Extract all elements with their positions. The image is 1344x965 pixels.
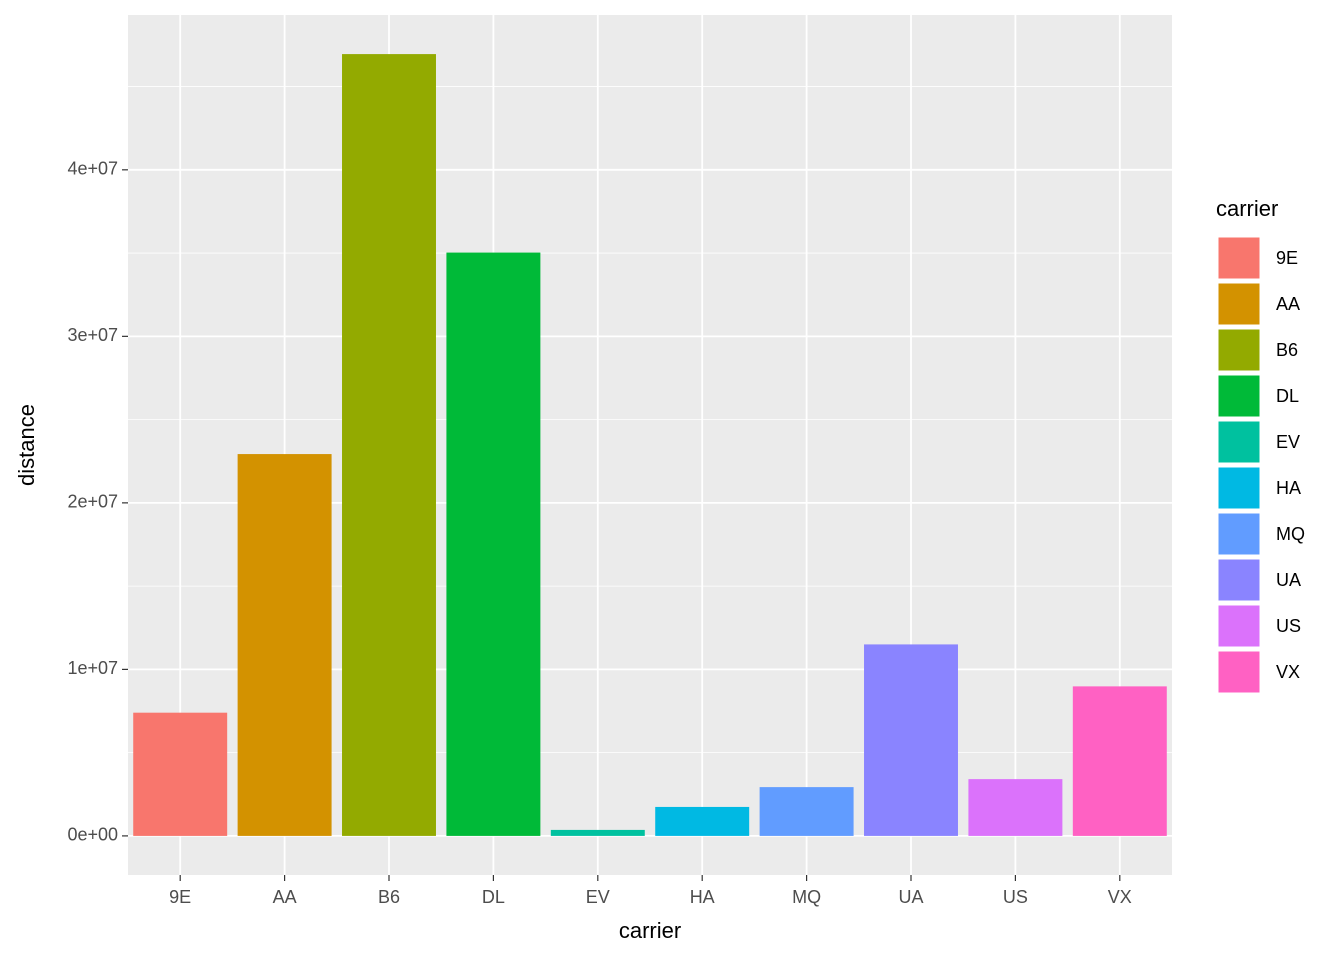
legend-key <box>1217 236 1261 280</box>
x-tick-label: VX <box>1108 887 1132 907</box>
x-tick-label: B6 <box>378 887 400 907</box>
x-tick-label: AA <box>273 887 297 907</box>
y-tick-label: 0e+00 <box>67 825 118 845</box>
x-tick-label: US <box>1003 887 1028 907</box>
legend-key <box>1217 650 1261 694</box>
bar <box>759 787 854 836</box>
x-tick-label: UA <box>898 887 923 907</box>
bar <box>133 712 228 836</box>
x-tick-label: HA <box>690 887 715 907</box>
legend-label: HA <box>1276 478 1301 498</box>
legend-key <box>1217 420 1261 464</box>
bar <box>342 54 436 836</box>
legend-label: 9E <box>1276 248 1298 268</box>
legend-title: carrier <box>1216 196 1278 221</box>
legend-key <box>1217 328 1261 372</box>
legend-label: B6 <box>1276 340 1298 360</box>
legend-label: VX <box>1276 662 1300 682</box>
bar <box>237 454 332 836</box>
bar <box>550 829 645 836</box>
x-tick-label: DL <box>482 887 505 907</box>
x-axis-title: carrier <box>619 918 681 943</box>
bar <box>864 644 958 836</box>
legend-label: EV <box>1276 432 1300 452</box>
y-tick-label: 1e+07 <box>67 658 118 678</box>
y-tick-label: 2e+07 <box>67 492 118 512</box>
legend-key <box>1217 374 1261 418</box>
legend-label: AA <box>1276 294 1300 314</box>
legend-key <box>1217 604 1261 648</box>
x-tick-label: MQ <box>792 887 821 907</box>
bar <box>968 779 1063 836</box>
legend-label: UA <box>1276 570 1301 590</box>
legend-key <box>1217 466 1261 510</box>
y-tick-label: 4e+07 <box>67 159 118 179</box>
bar <box>1072 686 1167 836</box>
legend-label: MQ <box>1276 524 1305 544</box>
legend-key <box>1217 558 1261 602</box>
y-axis-title: distance <box>14 404 39 486</box>
x-tick-label: EV <box>586 887 610 907</box>
bar <box>446 252 541 836</box>
legend-key <box>1217 512 1261 556</box>
y-tick-label: 3e+07 <box>67 325 118 345</box>
bar <box>655 806 750 836</box>
x-tick-label: 9E <box>169 887 191 907</box>
legend-key <box>1217 282 1261 326</box>
legend-label: US <box>1276 616 1301 636</box>
legend-label: DL <box>1276 386 1299 406</box>
